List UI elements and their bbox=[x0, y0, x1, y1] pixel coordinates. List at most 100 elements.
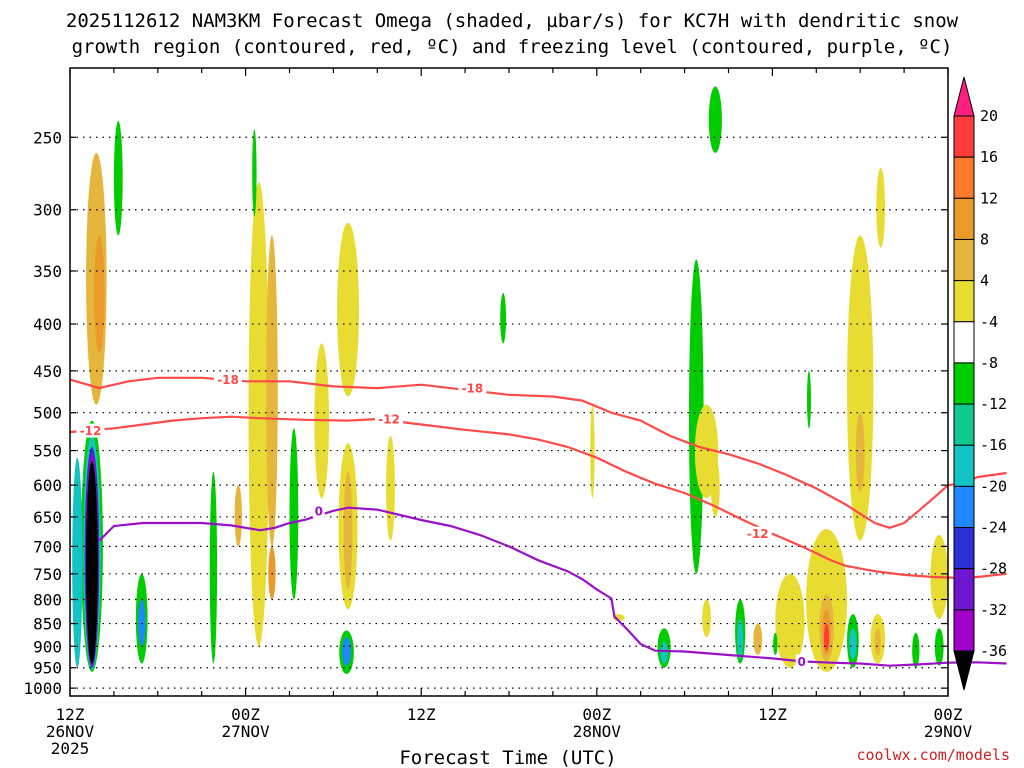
colorbar-box-5 bbox=[953, 321, 975, 364]
colorbar-tick-label-1: 16 bbox=[980, 148, 998, 166]
y-tick-label-350: 350 bbox=[33, 262, 62, 281]
omega-feature-48 bbox=[874, 628, 881, 655]
omega-feature-33 bbox=[702, 599, 711, 638]
contour-label-3: -12 bbox=[378, 413, 400, 427]
colorbar-tick-label-7: -12 bbox=[980, 395, 1007, 413]
y-tick-label-800: 800 bbox=[33, 590, 62, 609]
y-tick-label-400: 400 bbox=[33, 315, 62, 334]
y-tick-label-500: 500 bbox=[33, 404, 62, 423]
contour-label-bg-1 bbox=[458, 381, 487, 396]
omega-feature-41 bbox=[823, 623, 830, 651]
x-tick-label-3-0: 00Z bbox=[582, 705, 611, 724]
chart-title-line2: growth region (contoured, red, ºC) and f… bbox=[72, 36, 953, 58]
omega-feature-15 bbox=[268, 546, 276, 600]
colorbar-box-7 bbox=[953, 403, 975, 446]
colorbar-box-12 bbox=[953, 609, 975, 652]
omega-feature-10 bbox=[138, 599, 146, 647]
colorbar-box-8 bbox=[953, 444, 975, 487]
colorbar-tick-label-3: 8 bbox=[980, 230, 989, 248]
x-tick-label-0-0: 12Z bbox=[56, 705, 85, 724]
colorbar-tick-label-10: -24 bbox=[980, 519, 1007, 537]
colorbar-tick-label-2: 12 bbox=[980, 189, 998, 207]
y-tick-label-900: 900 bbox=[33, 637, 62, 656]
colorbar-tick-label-6: -8 bbox=[980, 354, 998, 372]
omega-feature-13 bbox=[248, 182, 270, 647]
omega-feature-36 bbox=[753, 623, 763, 655]
x-tick-label-5-0: 00Z bbox=[934, 705, 963, 724]
colorbar-tick-label-8: -16 bbox=[980, 436, 1007, 454]
x-axis-label: Forecast Time (UTC) bbox=[399, 747, 616, 768]
omega-feature-16 bbox=[252, 129, 257, 217]
colorbar-box-6 bbox=[953, 362, 975, 405]
omega-feature-25 bbox=[500, 293, 507, 344]
omega-feature-19 bbox=[337, 222, 360, 397]
y-tick-label-550: 550 bbox=[33, 442, 62, 461]
x-tick-label-4-0: 12Z bbox=[758, 705, 787, 724]
colorbar-tick-label-12: -32 bbox=[980, 601, 1007, 619]
omega-feature-54 bbox=[806, 370, 811, 429]
x-tick-label-5-1: 29NOV bbox=[924, 722, 973, 741]
omega-feature-45 bbox=[855, 412, 865, 492]
contour-label-6: 0 bbox=[797, 655, 805, 669]
omega-feature-2 bbox=[113, 121, 123, 236]
omega-feature-12 bbox=[234, 485, 242, 547]
x-tick-label-0-1: 26NOV bbox=[46, 722, 95, 741]
omega-feature-23 bbox=[342, 637, 351, 666]
omega-feature-8 bbox=[72, 457, 83, 668]
colorbar-box-4 bbox=[953, 280, 975, 323]
x-tick-label-1-1: 27NOV bbox=[222, 722, 271, 741]
colorbar-tick-label-0: 20 bbox=[980, 107, 998, 125]
omega-feature-28 bbox=[660, 641, 668, 664]
colorbar-bottom-arrow bbox=[953, 650, 975, 691]
omega-feature-29 bbox=[688, 259, 704, 574]
omega-feature-51 bbox=[934, 628, 944, 666]
contour-line--12-1 bbox=[69, 415, 1007, 580]
axis-layer: 250 300 350 400 450 500 550 600 650 700 750 800 850 9… bbox=[23, 67, 973, 758]
omega-feature-49 bbox=[912, 632, 920, 668]
y-tick-label-750: 750 bbox=[33, 565, 62, 584]
colorbar-tick-label-4: 4 bbox=[980, 272, 989, 290]
colorbar-tick-label-13: -36 bbox=[980, 642, 1007, 660]
contour-label-bg-2 bbox=[76, 423, 105, 438]
contour-label-5: 0 bbox=[315, 504, 323, 518]
y-tick-label-250: 250 bbox=[33, 128, 62, 147]
y-tick-label-600: 600 bbox=[33, 476, 62, 495]
omega-shading-layer bbox=[72, 86, 948, 674]
omega-feature-17 bbox=[289, 428, 299, 600]
omega-feature-24 bbox=[386, 435, 395, 541]
colorbar-top-arrow bbox=[953, 76, 975, 117]
chart-title-line1: 2025112612 NAM3KM Forecast Omega (shaded… bbox=[66, 10, 959, 32]
contour-label-bg-6 bbox=[795, 654, 808, 669]
omega-feature-43 bbox=[849, 628, 857, 660]
colorbar: 20 16 12 8 4 -4 -8 -12 -16 -20 -24 -28 -32 -36 bbox=[953, 76, 1007, 691]
colorbar-box-11 bbox=[953, 568, 975, 611]
y-tick-label-300: 300 bbox=[33, 201, 62, 220]
y-tick-label-850: 850 bbox=[33, 615, 62, 634]
y-tick-label-1000: 1000 bbox=[23, 679, 62, 698]
contour-label-bg-3 bbox=[375, 412, 404, 427]
contour-label-2: -12 bbox=[80, 424, 102, 438]
contour-line-0-2 bbox=[98, 506, 1007, 667]
x-tick-label-2-0: 12Z bbox=[407, 705, 436, 724]
omega-feature-30 bbox=[708, 86, 722, 153]
x-tick-label-3-1: 28NOV bbox=[573, 722, 622, 741]
contour-label-0: -18 bbox=[217, 373, 239, 387]
contour-label-1: -18 bbox=[462, 382, 484, 396]
x-tick-label-1-0: 00Z bbox=[231, 705, 260, 724]
omega-feature-35 bbox=[737, 618, 744, 660]
colorbar-box-1 bbox=[953, 156, 975, 199]
colorbar-box-2 bbox=[953, 197, 975, 240]
colorbar-box-0 bbox=[953, 115, 975, 158]
colorbar-tick-label-11: -28 bbox=[980, 560, 1007, 578]
contour-label-bg-5 bbox=[312, 503, 325, 518]
omega-feature-21 bbox=[343, 471, 353, 590]
omega-feature-44 bbox=[847, 235, 874, 541]
contour-label-bg-0 bbox=[214, 372, 243, 387]
y-tick-label-950: 950 bbox=[33, 659, 62, 678]
omega-feature-53 bbox=[773, 632, 778, 655]
contour-label-bg-4 bbox=[743, 526, 772, 541]
omega-feature-46 bbox=[876, 167, 886, 248]
omega-feature-37 bbox=[775, 573, 805, 668]
colorbar-box-10 bbox=[953, 527, 975, 570]
